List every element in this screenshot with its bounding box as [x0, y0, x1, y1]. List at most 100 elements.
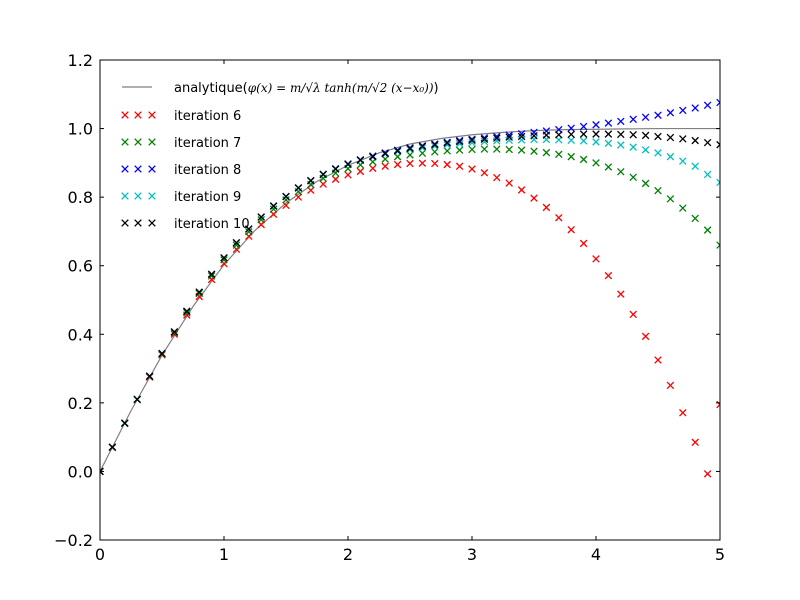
data-point [666, 195, 675, 203]
x-tick-label: 4 [591, 545, 601, 564]
data-point [145, 372, 154, 380]
y-tick-label: 1.2 [68, 51, 93, 70]
data-point [269, 202, 278, 210]
legend-marker-swatch [134, 192, 142, 200]
legend-item-series-5: iteration 10 [121, 217, 250, 232]
data-point [493, 137, 501, 145]
data-point [245, 225, 253, 233]
data-point [257, 216, 265, 224]
data-point [654, 149, 662, 157]
data-point [679, 135, 687, 143]
data-point [331, 165, 340, 173]
data-point [641, 146, 650, 154]
legend-item-series-4: iteration 9 [121, 190, 241, 205]
legend-marker-swatch [148, 111, 156, 119]
data-point [406, 159, 414, 168]
y-tick-label: 0.0 [68, 462, 93, 481]
analytic-curve [100, 127, 720, 472]
data-point [530, 147, 538, 155]
data-point [183, 308, 191, 317]
data-point [443, 139, 451, 147]
data-point [455, 139, 464, 148]
data-point [654, 186, 662, 195]
data-point [716, 241, 720, 249]
data-point [170, 328, 179, 336]
data-point [307, 186, 315, 195]
data-point [629, 115, 637, 124]
data-point [418, 142, 427, 151]
data-point [307, 176, 315, 185]
data-point [604, 139, 613, 148]
data-point [294, 184, 303, 192]
legend-label: iteration 9 [174, 190, 241, 205]
axis-tick-labels: 0 1 2 3 4 5 −0.2 0.0 0.2 0.4 0.6 0.8 1.0 1.2 [54, 51, 725, 564]
data-point [567, 124, 575, 132]
data-point [170, 329, 179, 337]
data-point [604, 119, 613, 127]
data-point [666, 109, 675, 117]
data-point [207, 270, 216, 279]
data-point [617, 117, 625, 126]
data-point [517, 186, 526, 194]
data-point [604, 163, 613, 171]
data-point [555, 130, 563, 139]
data-point [220, 256, 228, 264]
data-point [592, 130, 600, 138]
data-point [691, 162, 699, 171]
legend-marker-swatch [121, 165, 129, 173]
data-point [691, 104, 699, 112]
data-point [356, 156, 365, 164]
legend-marker-swatch [121, 138, 129, 146]
data-point [455, 136, 464, 145]
data-point [232, 241, 241, 249]
data-point [468, 165, 476, 173]
x-tick-label: 1 [219, 545, 229, 564]
legend-item-analytic: analytique(φ(x) = m/√λ tanh(m/√2 (x−x₀))… [122, 81, 439, 96]
data-point [592, 121, 600, 129]
legend-marker-swatch [134, 165, 142, 173]
legend-marker-swatch [148, 165, 156, 173]
data-point [480, 169, 489, 177]
data-point [716, 140, 720, 149]
data-point [183, 307, 191, 316]
data-point [344, 171, 352, 179]
data-point [393, 147, 402, 155]
data-point [666, 133, 675, 142]
data-point [195, 288, 203, 296]
data-point [480, 137, 489, 146]
data-point [691, 214, 699, 223]
legend-marker-swatch [148, 219, 156, 227]
data-point [468, 136, 476, 144]
data-point [257, 213, 265, 221]
data-point [703, 101, 712, 110]
data-point [443, 140, 451, 149]
axes-frame [99, 59, 721, 541]
legend-item-series-1: iteration 6 [121, 109, 241, 124]
data-point [579, 239, 588, 248]
data-point [406, 145, 414, 154]
legend-label-prefix: analytique( [174, 81, 248, 96]
data-point [121, 419, 129, 427]
data-point [282, 201, 290, 210]
data-point [505, 179, 513, 187]
data-point [641, 179, 650, 188]
data-point [431, 148, 439, 156]
legend-marker-swatch [134, 111, 142, 119]
data-point [567, 130, 575, 139]
data-point [654, 356, 662, 364]
y-tick-label: 0.4 [68, 325, 93, 344]
legend-label: iteration 10 [174, 217, 250, 232]
data-point [641, 131, 650, 140]
data-point [691, 438, 699, 447]
data-marks [100, 98, 720, 478]
x-tick-label: 5 [715, 545, 725, 564]
data-point [505, 145, 513, 154]
data-point [406, 151, 414, 159]
data-point [369, 152, 377, 161]
data-point [406, 144, 414, 153]
data-point [555, 213, 563, 222]
data-point [207, 272, 216, 280]
legend-marker-swatch [121, 219, 129, 227]
data-point [431, 159, 439, 168]
data-point [356, 167, 365, 176]
